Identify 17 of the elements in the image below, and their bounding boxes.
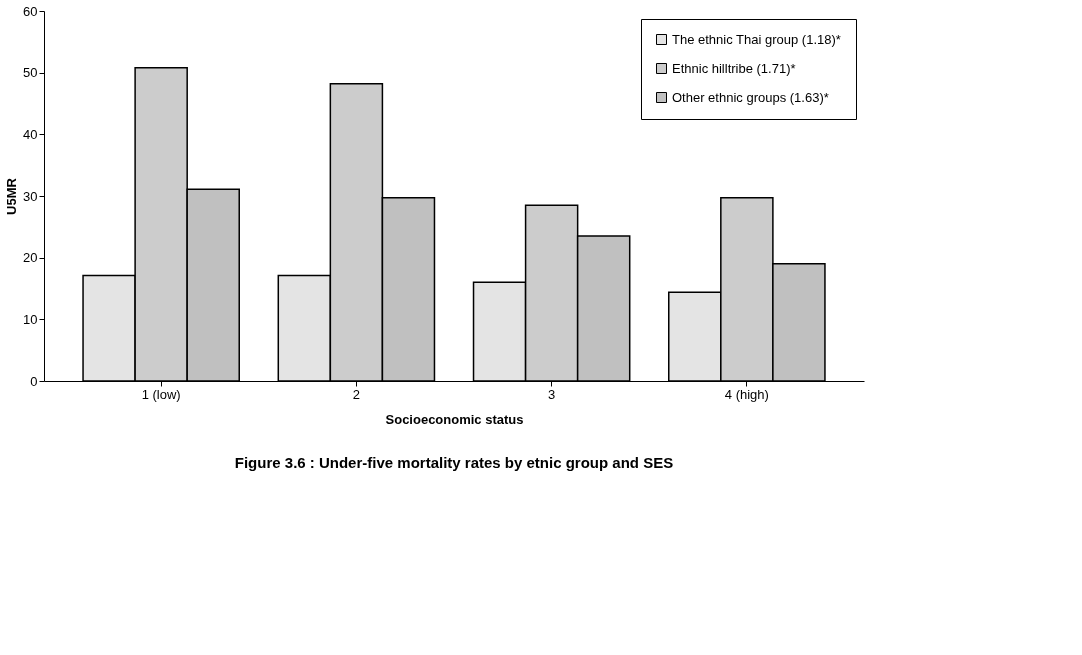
x-tick-label: 1 (low) xyxy=(141,386,181,402)
y-tick-label: 30 xyxy=(23,188,38,204)
legend-label: Ethnic hilltribe (1.71)* xyxy=(672,60,796,76)
y-tick-label: 20 xyxy=(23,250,38,266)
y-axis-title: U5MR xyxy=(4,177,20,215)
x-axis-title: Socioeconomic status xyxy=(385,411,524,427)
legend-label: Other ethnic groups (1.63)* xyxy=(672,89,829,105)
legend-label: The ethnic Thai group (1.18)* xyxy=(672,31,841,47)
text: Figure 3.6 : Under-five mortality rates by etnic group and SES xyxy=(234,454,674,471)
y-tick-label: 0 xyxy=(30,373,38,389)
y-tick-label: 50 xyxy=(23,65,38,81)
y-tick-label: 60 xyxy=(23,3,38,19)
y-tick-label: 10 xyxy=(23,311,38,327)
y-tick-label: 40 xyxy=(23,126,38,142)
x-tick-label: 2 xyxy=(352,386,360,402)
x-tick-label: 4 (high) xyxy=(724,386,769,402)
x-tick-label: 3 xyxy=(548,386,556,402)
